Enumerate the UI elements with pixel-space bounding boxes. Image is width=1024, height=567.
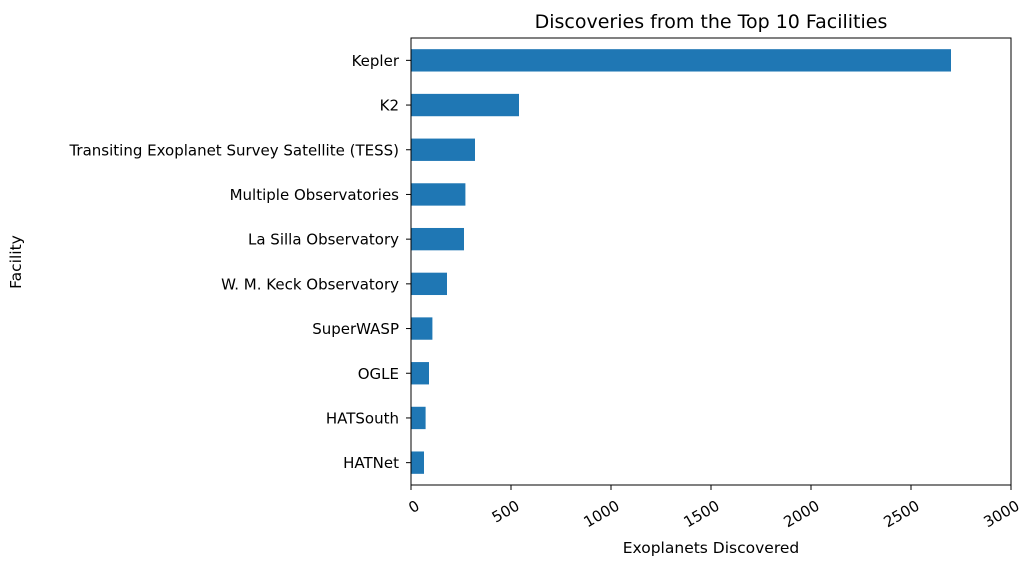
y-tick-label: HATSouth: [326, 409, 399, 427]
y-axis-title: Facility: [7, 235, 25, 289]
bar-3: [411, 183, 466, 206]
x-axis: 0 500 1000 1500 2000 2500 3000: [405, 485, 1023, 532]
y-tick-label: K2: [380, 97, 399, 115]
y-tick-label: OGLE: [358, 365, 399, 383]
y-tick-label: HATNet: [343, 454, 399, 472]
bar-2: [411, 138, 475, 161]
y-tick-label: Multiple Observatories: [230, 186, 400, 204]
y-tick-label: Transiting Exoplanet Survey Satellite (T…: [68, 141, 399, 159]
bar-6: [411, 317, 433, 340]
bar-7: [411, 362, 429, 385]
x-tick-label: 0: [405, 497, 422, 517]
bar-0: [411, 49, 951, 72]
x-axis-title: Exoplanets Discovered: [623, 539, 800, 557]
x-tick-label: 1000: [581, 497, 623, 532]
y-tick-label: SuperWASP: [312, 320, 399, 338]
x-tick-label: 500: [489, 497, 523, 527]
bar-5: [411, 272, 447, 296]
y-tick-label: La Silla Observatory: [248, 231, 399, 249]
x-tick-label: 2500: [881, 497, 923, 532]
y-tick-label: Kepler: [352, 52, 400, 70]
x-tick-label: 3000: [981, 497, 1023, 532]
bars-layer: [411, 49, 951, 474]
chart-title: Discoveries from the Top 10 Facilities: [535, 11, 888, 33]
x-tick-label: 1500: [681, 497, 723, 532]
y-axis: Kepler K2 Transiting Exoplanet Survey Sate…: [68, 52, 411, 472]
x-tick-label: 2000: [781, 497, 823, 532]
bar-8: [411, 406, 426, 430]
bar-9: [411, 451, 424, 474]
bar-1: [411, 93, 519, 117]
bar-4: [411, 227, 464, 251]
y-tick-label: W. M. Keck Observatory: [221, 275, 399, 293]
